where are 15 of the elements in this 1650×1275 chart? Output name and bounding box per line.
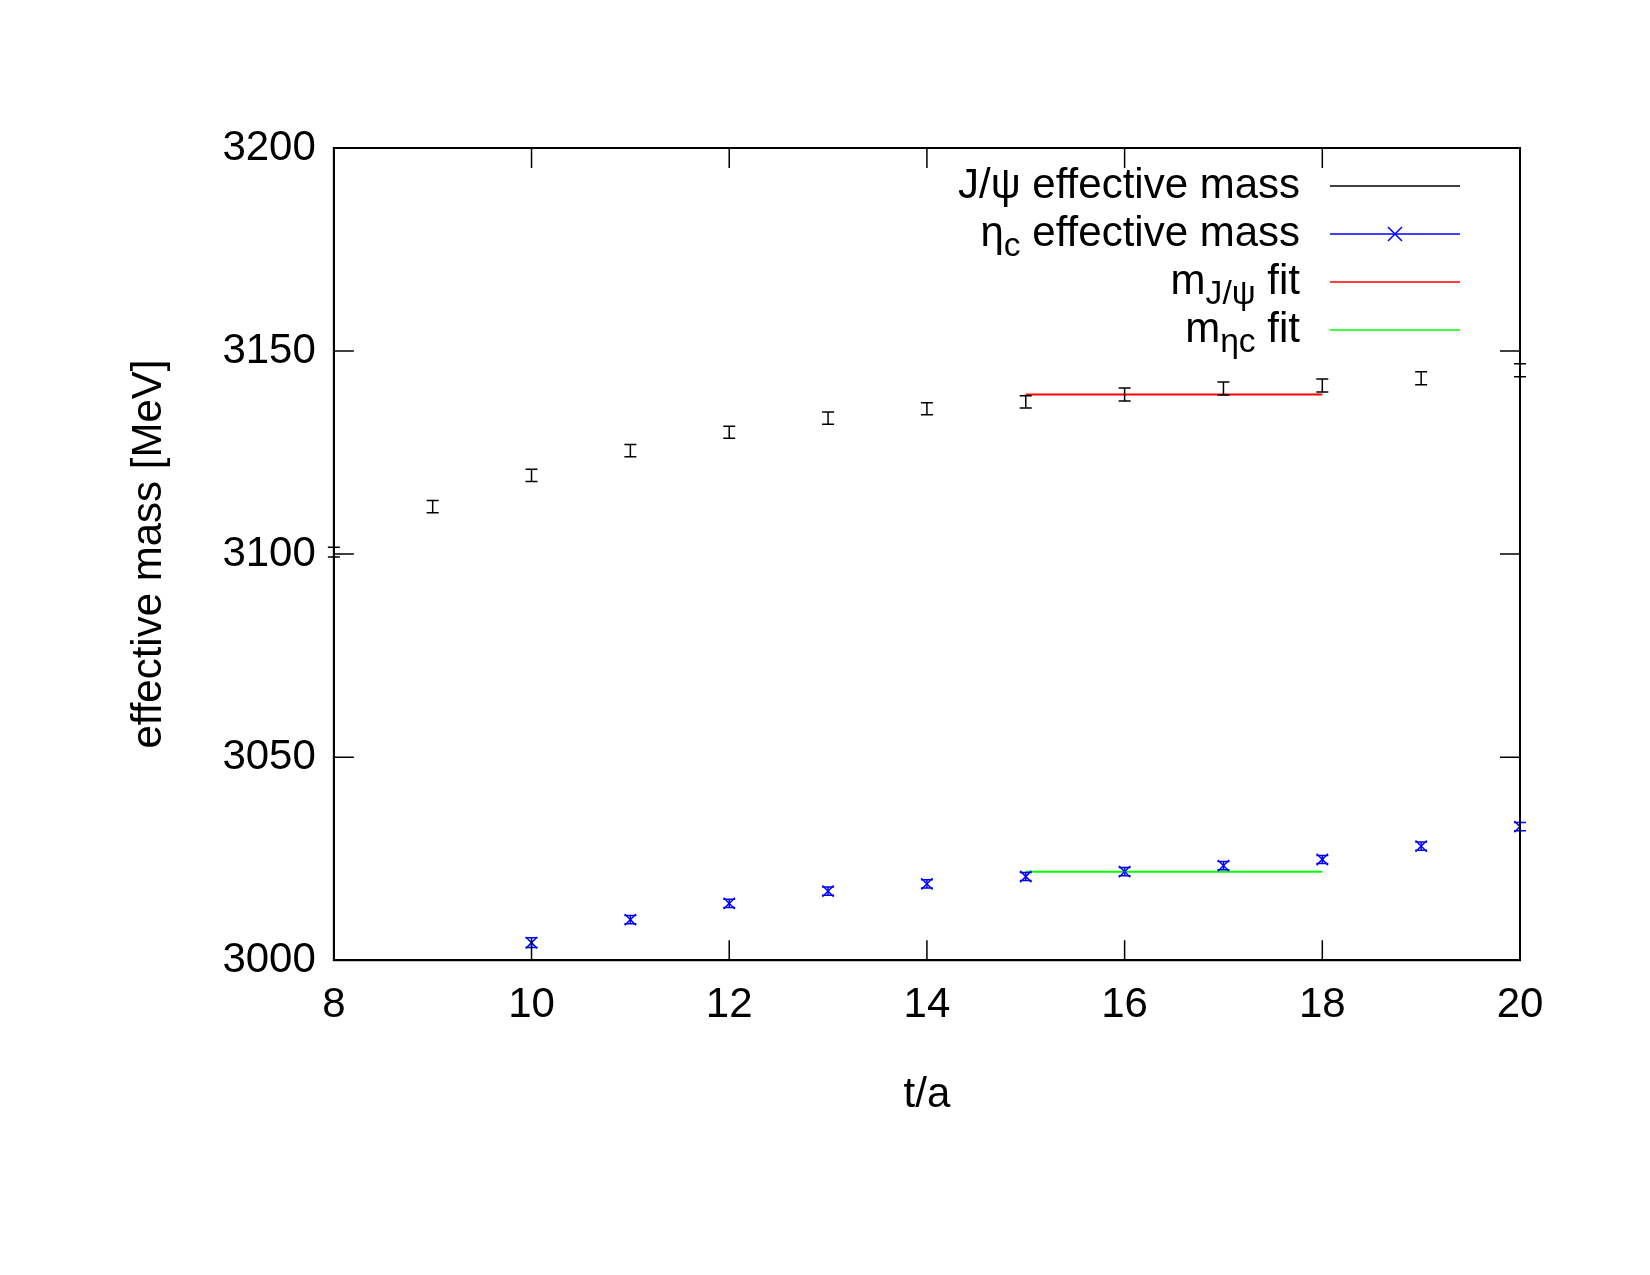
y-axis-title: effective mass [MeV] — [122, 359, 170, 749]
y-tick-label: 3150 — [222, 324, 316, 372]
y-tick-label: 3200 — [222, 121, 316, 169]
x-tick-label: 12 — [705, 978, 753, 1026]
x-tick-label: 14 — [903, 978, 951, 1026]
x-tick-label: 8 — [322, 978, 346, 1026]
x-tick-label: 20 — [1496, 978, 1544, 1026]
y-tick-label: 3050 — [222, 730, 316, 778]
x-tick-label: 16 — [1101, 978, 1148, 1026]
y-tick-label: 3000 — [222, 933, 316, 981]
x-tick-label: 10 — [508, 978, 555, 1026]
legend-label: J/ψ effective mass — [958, 159, 1301, 207]
x-tick-label: 18 — [1298, 978, 1346, 1026]
y-tick-label: 3100 — [222, 527, 316, 575]
x-axis-title: t/a — [903, 1069, 951, 1117]
